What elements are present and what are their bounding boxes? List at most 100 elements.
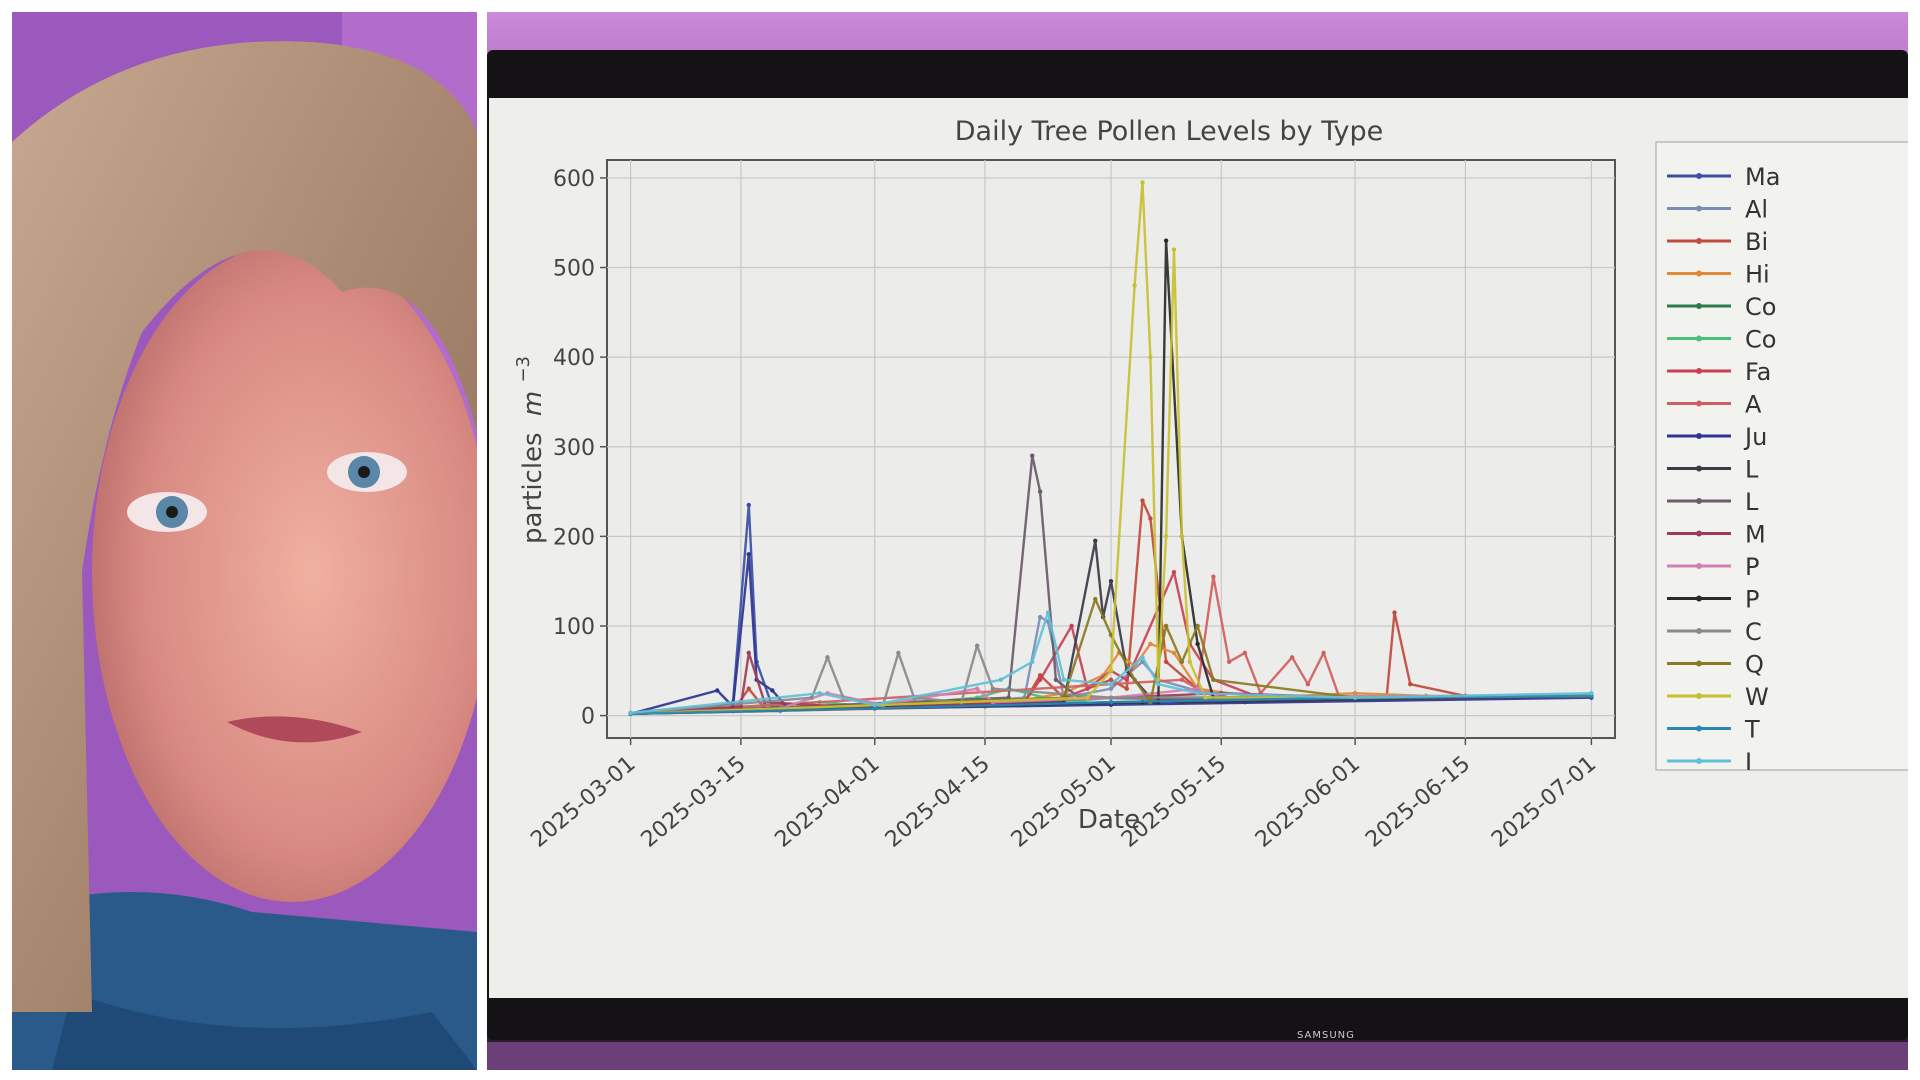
tv-screen: Daily Tree Pollen Levels by Type 0 100 200… (489, 98, 1908, 998)
series-2-point (1108, 677, 1114, 682)
series-2-point (1124, 686, 1129, 691)
series-15-point (1132, 677, 1137, 682)
y-axis-label: particles m −3 (513, 356, 548, 544)
series-1-point (1037, 614, 1043, 620)
legend-label-13: P (1745, 586, 1759, 614)
legend-label-17: T (1744, 716, 1760, 744)
series-7-point (1305, 682, 1311, 687)
series-9-point (1093, 538, 1098, 544)
y-tick-label: 400 (553, 346, 595, 371)
legend-marker-3 (1696, 270, 1702, 277)
series-11-point (738, 704, 744, 709)
series-6-point (1069, 623, 1074, 629)
series-7-point (1242, 650, 1248, 656)
series-18-point (628, 710, 633, 716)
series-7-point (1179, 677, 1185, 682)
series-17-point (1108, 699, 1114, 705)
series-18-point (1352, 695, 1358, 700)
series-2-point (1392, 610, 1397, 615)
series-14-point (809, 695, 814, 700)
x-tick-label: 2025-05-01 (1007, 751, 1121, 852)
series-16-point (1203, 695, 1208, 700)
series-15-point (1195, 623, 1200, 629)
x-axis-label: Date (1078, 805, 1140, 835)
pollen-chart: Daily Tree Pollen Levels by Type 0 100 200… (513, 116, 1908, 853)
series-8-point (746, 552, 751, 557)
legend-marker-6 (1696, 368, 1702, 374)
series-10-point (1037, 489, 1043, 494)
series-6-point (1037, 677, 1043, 682)
series-line-10 (630, 454, 1592, 715)
series-18-point (1589, 690, 1594, 696)
series-2-point (1148, 516, 1153, 521)
series-8-point (715, 688, 720, 693)
series-1-point (1108, 686, 1114, 691)
series-15-point (1093, 596, 1098, 602)
series-11-point (746, 650, 751, 656)
tv-brand-logo: SAMSUNG (1297, 1030, 1355, 1041)
series-12-point (1195, 686, 1200, 691)
series-18-point (1140, 655, 1145, 660)
legend-label-18: I (1745, 748, 1752, 776)
series-16-point (1108, 668, 1114, 673)
legend-label-14: C (1745, 618, 1762, 646)
series-7-point (1211, 574, 1216, 579)
legend-marker-1 (1696, 205, 1702, 212)
legend-label-9: L (1745, 456, 1759, 484)
legend-label-12: P (1745, 553, 1759, 581)
legend-marker-9 (1696, 465, 1702, 472)
legend-label-11: M (1745, 521, 1766, 549)
series-18-point (1195, 690, 1200, 696)
series-12-point (974, 686, 980, 691)
x-tick-label: 2025-04-15 (881, 751, 995, 852)
series-7-point (1289, 655, 1295, 660)
legend-box (1655, 141, 1908, 771)
legend-label-3: Hi (1745, 261, 1770, 289)
legend-label-15: Q (1745, 651, 1764, 679)
series-14-point (974, 643, 980, 648)
legend-label-1: Al (1745, 196, 1768, 224)
wall-bottom (487, 1042, 1908, 1070)
x-tick-label: 2025-04-01 (771, 751, 885, 852)
series-15-point (1179, 659, 1185, 665)
series-line-6 (630, 571, 1592, 715)
series-2-point (1408, 682, 1413, 687)
series-lines (628, 180, 1594, 717)
series-6-point (1124, 677, 1129, 682)
x-tick-label: 2025-03-15 (637, 751, 751, 852)
series-10-point (1030, 453, 1035, 458)
series-18-point (1108, 682, 1114, 687)
series-7-point (1321, 650, 1326, 656)
series-16-point (1171, 247, 1177, 252)
y-axis-ticks: 0 100 200 300 400 500 600 (553, 167, 607, 730)
series-7-point (1226, 659, 1232, 665)
legend-marker-18 (1696, 758, 1702, 764)
series-9-point (1108, 578, 1114, 584)
series-16-point (1085, 695, 1090, 700)
series-14-point (1108, 695, 1114, 700)
series-18-point (1030, 659, 1035, 665)
presenter-video-frame (12, 12, 477, 1070)
series-2-point (1140, 498, 1145, 503)
legend-label-5: Co (1745, 326, 1776, 354)
series-18-point (817, 690, 822, 696)
series-15-point (1211, 677, 1216, 682)
legend-marker-2 (1696, 238, 1702, 244)
legend-label-7: A (1745, 391, 1762, 419)
series-16-point (1163, 534, 1169, 539)
series-18-point (1156, 682, 1161, 687)
legend-marker-4 (1696, 303, 1702, 309)
x-tick-label: 2025-06-01 (1251, 751, 1365, 852)
series-10-point (1053, 677, 1059, 682)
y-tick-label: 500 (553, 257, 595, 282)
x-tick-label: 2025-07-01 (1487, 751, 1601, 852)
legend-label-2: Bi (1745, 228, 1768, 256)
series-16-point (1179, 534, 1185, 539)
series-18-point (998, 677, 1003, 682)
x-tick-label: 2025-05-15 (1117, 751, 1231, 852)
series-3-point (1171, 650, 1177, 656)
y-axis-label-main: particles (518, 432, 548, 544)
series-18-point (1061, 677, 1066, 682)
